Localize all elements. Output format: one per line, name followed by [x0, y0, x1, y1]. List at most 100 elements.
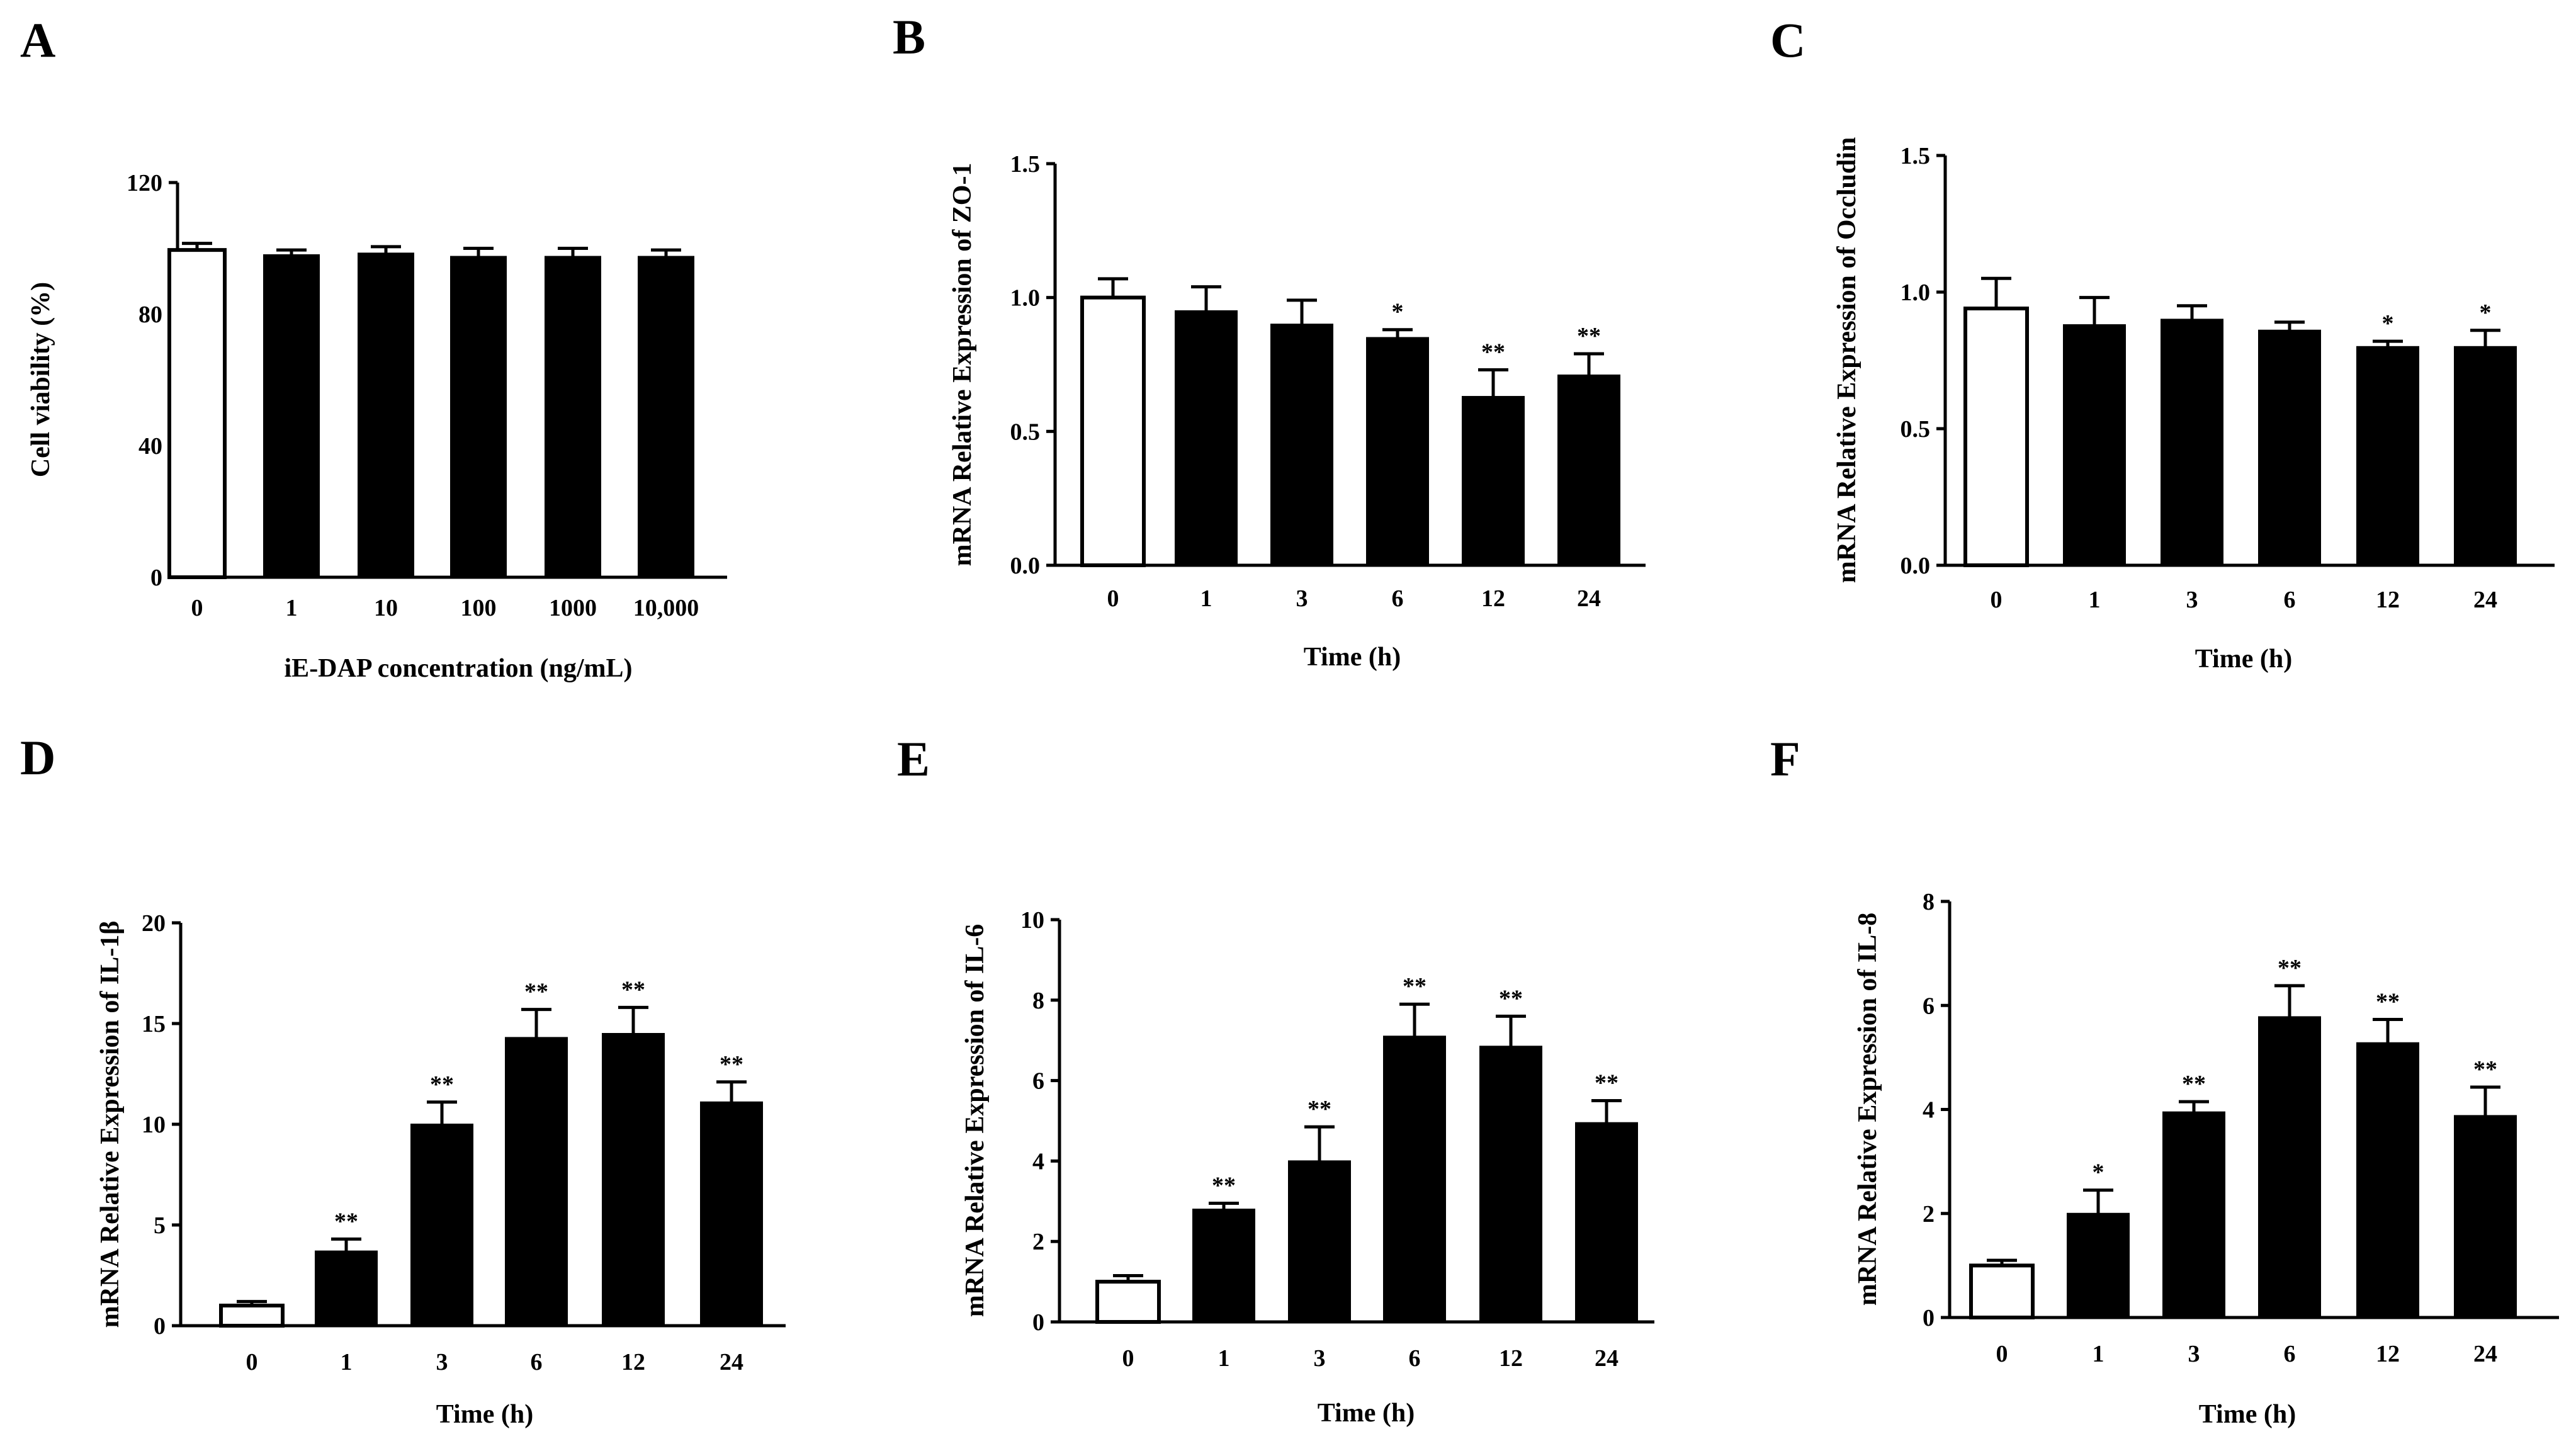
significance-marker: **: [1577, 323, 1601, 349]
y-axis-title: mRNA Relative Expression of IL-8: [1853, 913, 1882, 1306]
x-tick-label: 3: [2186, 587, 2198, 613]
y-tick-label: 1.0: [1010, 285, 1041, 312]
bar-treated: [2454, 346, 2517, 566]
bar-treated: [638, 256, 694, 578]
x-tick-label: 1: [2093, 1341, 2104, 1367]
x-tick-label: 0: [1996, 1341, 2008, 1367]
significance-marker: **: [2376, 989, 2400, 1015]
x-tick-label: 6: [531, 1349, 543, 1375]
panel-letter: C: [1770, 13, 1805, 67]
bar-treated: [2258, 329, 2321, 566]
significance-marker: *: [2093, 1160, 2104, 1186]
significance-marker: **: [2278, 955, 2302, 981]
x-tick-label: 3: [1296, 585, 1308, 612]
significance-marker: **: [720, 1051, 743, 1078]
x-tick-label: 1: [1218, 1345, 1230, 1372]
bar-treated: [545, 256, 601, 578]
y-tick-label: 8: [1032, 988, 1044, 1014]
bar-treated: [263, 254, 320, 578]
bar-control: [1969, 1263, 2035, 1319]
x-tick-label: 24: [1595, 1345, 1618, 1372]
y-axis-title: mRNA Relative Expression of ZO-1: [948, 163, 977, 567]
significance-marker: **: [1212, 1172, 1236, 1199]
bar-treated: [1366, 337, 1429, 566]
x-tick-label: 0: [1107, 585, 1119, 612]
panel-b: B 0.0 0.5 1.0 1.5 0 1 3 * 6 ** 12 ** 24 Time (h) mRNA R…: [893, 9, 1646, 672]
significance-marker: *: [2382, 310, 2394, 337]
significance-marker: **: [430, 1071, 454, 1098]
x-tick-label: 6: [1392, 585, 1404, 612]
bar-control: [167, 248, 227, 579]
bar-treated: [1462, 396, 1525, 566]
significance-marker: **: [1308, 1096, 1331, 1122]
y-tick-label: 10: [1020, 907, 1044, 934]
y-tick-label: 4: [1923, 1097, 1935, 1124]
x-tick-label: 10: [374, 595, 398, 621]
x-tick-label: 12: [1481, 585, 1505, 612]
bar-treated: [1192, 1209, 1255, 1323]
x-tick-label: 1: [341, 1349, 353, 1375]
significance-marker: **: [1595, 1070, 1618, 1097]
x-tick-label: 6: [2284, 587, 2296, 613]
y-axis-title: mRNA Relative Expression of IL-6: [961, 924, 990, 1318]
x-tick-label: 24: [1577, 585, 1601, 612]
x-tick-label: 3: [1314, 1345, 1326, 1372]
bar-treated: [700, 1101, 763, 1327]
x-tick-label: 1: [2089, 587, 2101, 613]
x-tick-label: 0: [246, 1349, 258, 1375]
significance-marker: **: [2473, 1056, 2497, 1083]
x-tick-label: 12: [621, 1349, 645, 1375]
y-tick-label: 0.5: [1901, 416, 1931, 443]
y-tick-label: 10: [142, 1112, 166, 1138]
bar-control: [219, 1304, 285, 1328]
x-tick-label: 12: [2376, 587, 2400, 613]
y-tick-label: 2: [1923, 1201, 1935, 1227]
y-axis-title: Cell viability (%): [26, 282, 55, 477]
y-tick-label: 6: [1032, 1068, 1044, 1095]
y-tick-label: 4: [1032, 1148, 1044, 1175]
panel-c: C 0.0 0.5 1.0 1.5 0 1 3 6 * 12 * 24 Time (h) mRNA Rela…: [1770, 13, 2555, 674]
x-tick-label: 24: [2473, 1341, 2497, 1367]
x-tick-label: 1: [1200, 585, 1212, 612]
y-tick-label: 80: [138, 302, 162, 328]
y-tick-label: 40: [138, 433, 162, 460]
x-tick-label: 6: [1409, 1345, 1421, 1372]
bar-treated: [2356, 1042, 2419, 1318]
bar-treated: [1288, 1160, 1351, 1323]
x-axis-title: iE-DAP concentration (ng/mL): [285, 654, 633, 683]
bar-treated: [450, 256, 507, 578]
x-tick-label: 24: [720, 1349, 743, 1375]
bar-treated: [410, 1124, 473, 1326]
significance-marker: **: [1481, 339, 1505, 366]
y-tick-label: 8: [1923, 889, 1935, 915]
x-axis-title: Time (h): [1304, 643, 1401, 672]
y-axis-title: mRNA Relative Expression of Occludin: [1833, 137, 1861, 584]
bar-control: [1095, 1280, 1161, 1324]
y-tick-label: 0: [1923, 1305, 1935, 1331]
bar-treated: [358, 252, 414, 578]
bar-treated: [2454, 1115, 2517, 1319]
significance-marker: **: [621, 976, 645, 1003]
significance-marker: **: [2182, 1071, 2206, 1097]
bar-treated: [2063, 324, 2126, 567]
bar-treated: [315, 1250, 378, 1326]
y-tick-label: 0.5: [1010, 419, 1041, 445]
y-tick-label: 0.0: [1901, 553, 1931, 579]
bar-treated: [1557, 375, 1620, 566]
y-tick-label: 0: [150, 565, 162, 591]
bar-treated: [1479, 1046, 1542, 1323]
significance-marker: **: [1403, 973, 1426, 1000]
x-tick-label: 0: [1991, 587, 2003, 613]
x-axis-title: Time (h): [2199, 1400, 2296, 1429]
x-tick-label: 0: [1122, 1345, 1134, 1372]
x-tick-label: 6: [2284, 1341, 2296, 1367]
bar-treated: [2067, 1212, 2130, 1318]
y-tick-label: 20: [142, 910, 166, 937]
x-tick-label: 10,000: [633, 595, 699, 621]
y-tick-label: 0.0: [1010, 553, 1041, 579]
x-axis-title: Time (h): [1318, 1399, 1415, 1428]
y-tick-label: 0: [154, 1313, 166, 1340]
x-tick-label: 1000: [549, 595, 597, 621]
